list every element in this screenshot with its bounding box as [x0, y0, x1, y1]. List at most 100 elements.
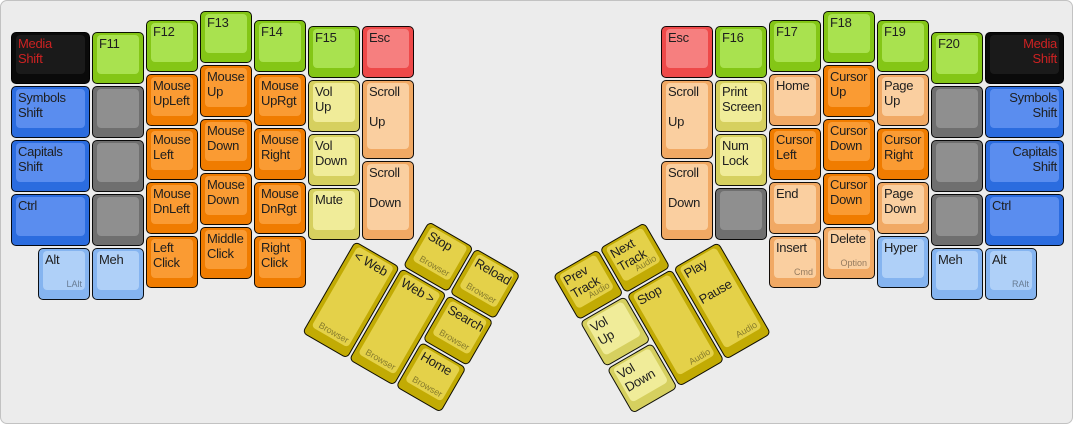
key-f11[interactable]: F11	[92, 32, 144, 84]
key-mouse-uprgt[interactable]: Mouse UpRgt	[254, 74, 306, 126]
key-f18[interactable]: F18	[823, 11, 875, 63]
key-media-shift-right[interactable]: Media Shift	[985, 32, 1064, 84]
key-page-up[interactable]: Page Up	[877, 74, 929, 126]
key-label: Mouse Down	[207, 177, 245, 207]
keycap-top: Scroll Down	[367, 164, 409, 230]
key-label: Right Click	[261, 240, 290, 270]
keycap-top: F15	[313, 29, 355, 68]
key-end[interactable]: End	[769, 182, 821, 234]
key-f16[interactable]: F16	[715, 26, 767, 78]
key-label: Ctrl	[18, 198, 38, 213]
keycap-top: Mouse UpRgt	[259, 77, 301, 116]
key-label: Esc	[668, 30, 689, 45]
key-cursor-down-1[interactable]: Cursor Down	[823, 119, 875, 171]
key-label: Mouse Right	[261, 132, 299, 162]
key-mute[interactable]: Mute	[308, 188, 360, 240]
key-meh-left[interactable]: Meh	[92, 248, 144, 300]
keycap-top	[97, 197, 139, 236]
key-page-down[interactable]: Page Down	[877, 182, 929, 234]
key-sublabel: Browser	[410, 374, 445, 400]
key-alt-right[interactable]: Alt RAlt	[985, 248, 1037, 300]
key-blank-r1[interactable]	[715, 188, 767, 240]
key-scroll-up-left[interactable]: Scroll Up	[362, 80, 414, 159]
key-mouse-dnrgt[interactable]: Mouse DnRgt	[254, 182, 306, 234]
key-sublabel: Cmd	[793, 267, 813, 277]
key-left-click[interactable]: Left Click	[146, 236, 198, 288]
key-capitals-shift-right[interactable]: Capitals Shift	[985, 140, 1064, 192]
keycap-top: Cursor Down	[828, 122, 870, 161]
keycap-top: F12	[151, 23, 193, 62]
keycap-top: Delete Option	[828, 230, 870, 269]
key-f17[interactable]: F17	[769, 20, 821, 72]
key-mouse-right[interactable]: Mouse Right	[254, 128, 306, 180]
key-f15[interactable]: F15	[308, 26, 360, 78]
keycap-top	[936, 197, 978, 236]
key-blank-l2[interactable]	[92, 140, 144, 192]
keycap-top: Ctrl	[16, 197, 85, 236]
key-label: Page Down	[884, 186, 917, 216]
key-label: Insert	[776, 240, 807, 255]
key-num-lock[interactable]: Num Lock	[715, 134, 767, 186]
keycap-top: Mouse DnLeft	[151, 185, 193, 224]
key-mouse-left[interactable]: Mouse Left	[146, 128, 198, 180]
key-right-click[interactable]: Right Click	[254, 236, 306, 288]
key-delete[interactable]: Delete Option	[823, 227, 875, 279]
key-scroll-down-left[interactable]: Scroll Down	[362, 161, 414, 240]
key-cursor-down-2[interactable]: Cursor Down	[823, 173, 875, 225]
key-symbols-shift-right[interactable]: Symbols Shift	[985, 86, 1064, 138]
keycap-top: Hyper	[882, 239, 924, 278]
key-label: Cursor Left	[776, 132, 814, 162]
key-meh-right[interactable]: Meh	[931, 248, 983, 300]
key-cursor-right[interactable]: Cursor Right	[877, 128, 929, 180]
key-mouse-dnleft[interactable]: Mouse DnLeft	[146, 182, 198, 234]
key-esc-right[interactable]: Esc	[661, 26, 713, 78]
keycap-top: Vol Down	[313, 137, 355, 176]
key-f14[interactable]: F14	[254, 20, 306, 72]
key-blank-r4[interactable]	[931, 194, 983, 246]
key-label: Mouse Up	[207, 69, 245, 99]
key-label: Symbols Shift	[1009, 90, 1057, 120]
key-f12[interactable]: F12	[146, 20, 198, 72]
key-symbols-shift-left[interactable]: Symbols Shift	[11, 86, 90, 138]
key-scroll-down-right[interactable]: Scroll Down	[661, 161, 713, 240]
key-middle-click[interactable]: Middle Click	[200, 227, 252, 279]
key-blank-l3[interactable]	[92, 194, 144, 246]
keycap-top: Meh	[97, 251, 139, 290]
key-f13[interactable]: F13	[200, 11, 252, 63]
key-mouse-down-2[interactable]: Mouse Down	[200, 173, 252, 225]
key-cursor-up[interactable]: Cursor Up	[823, 65, 875, 117]
key-ctrl-left[interactable]: Ctrl	[11, 194, 90, 246]
key-esc-left[interactable]: Esc	[362, 26, 414, 78]
key-f20[interactable]: F20	[931, 32, 983, 84]
keycap-top: Mouse Down	[205, 122, 247, 161]
key-insert[interactable]: Insert Cmd	[769, 236, 821, 288]
key-print-screen[interactable]: Print Screen	[715, 80, 767, 132]
keycap-top: Page Up	[882, 77, 924, 116]
key-mouse-down-1[interactable]: Mouse Down	[200, 119, 252, 171]
key-home[interactable]: Home	[769, 74, 821, 126]
key-hyper[interactable]: Hyper	[877, 236, 929, 288]
key-mouse-upleft[interactable]: Mouse UpLeft	[146, 74, 198, 126]
key-vol-up-left[interactable]: Vol Up	[308, 80, 360, 132]
key-f19[interactable]: F19	[877, 20, 929, 72]
key-capitals-shift-left[interactable]: Capitals Shift	[11, 140, 90, 192]
keycap-top: Scroll Up	[367, 83, 409, 149]
keycap-top: Alt LAlt	[43, 251, 85, 290]
key-vol-down-left[interactable]: Vol Down	[308, 134, 360, 186]
key-blank-r2[interactable]	[931, 86, 983, 138]
key-ctrl-right[interactable]: Ctrl	[985, 194, 1064, 246]
key-cursor-left[interactable]: Cursor Left	[769, 128, 821, 180]
keycap-top: Mouse Right	[259, 131, 301, 170]
keycap-top: Ctrl	[990, 197, 1059, 236]
keycap-top: Cursor Right	[882, 131, 924, 170]
key-blank-r3[interactable]	[931, 140, 983, 192]
key-blank-l1[interactable]	[92, 86, 144, 138]
key-alt-left[interactable]: Alt LAlt	[38, 248, 90, 300]
key-media-shift-left[interactable]: Media Shift	[11, 32, 90, 84]
key-scroll-up-right[interactable]: Scroll Up	[661, 80, 713, 159]
key-label: Middle Click	[207, 231, 244, 261]
keycap-top: Left Click	[151, 239, 193, 278]
keycap-top: Insert Cmd	[774, 239, 816, 278]
keycap-top: Home	[774, 77, 816, 116]
key-mouse-up[interactable]: Mouse Up	[200, 65, 252, 117]
